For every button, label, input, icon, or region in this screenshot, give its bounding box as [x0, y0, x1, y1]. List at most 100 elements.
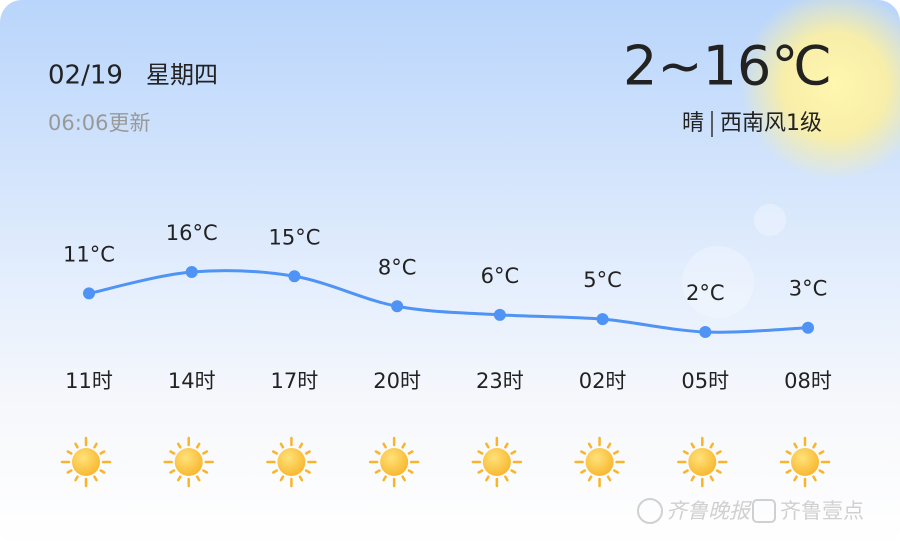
watermark-text: 齐鲁壹点: [780, 499, 864, 523]
temperature-point: [288, 270, 301, 283]
hour-label: 23时: [476, 369, 524, 393]
hour-label: 02时: [579, 369, 627, 393]
sun-core: [277, 448, 306, 476]
temperature-label: 15°C: [268, 225, 320, 249]
sun-icon: [574, 436, 625, 488]
weekday: 星期四: [146, 61, 218, 89]
temperature-point: [83, 287, 95, 300]
sun-ray: [606, 442, 612, 449]
temperature-point: [699, 326, 712, 338]
sun-ray: [66, 469, 73, 474]
lens-flare: [754, 204, 786, 236]
temperature-label: 6°C: [481, 264, 520, 288]
temperature-point: [493, 308, 506, 321]
temperature-line: [88, 269, 809, 334]
sun-ray: [580, 469, 587, 474]
sun-ray: [74, 475, 79, 482]
sun-ray: [374, 450, 381, 455]
sun-ray: [812, 442, 817, 449]
sun-ray: [682, 469, 689, 474]
sun-ray: [690, 442, 696, 449]
watermark: 齐鲁晚报 齐鲁壹点: [637, 498, 864, 524]
sun-ray: [195, 475, 201, 482]
sun-ray: [587, 442, 593, 449]
sun-ray: [793, 475, 798, 482]
sun-icon: [677, 436, 728, 488]
temperature-label: 5°C: [583, 268, 622, 292]
condition: 晴: [682, 111, 704, 136]
hourly-chart: 11°C 11时 16°C 14时 15°C 17时 8°C 20时 6°C 23时 5°C 02时 2…: [60, 221, 832, 488]
sun-core: [380, 448, 409, 476]
sun-ray: [818, 469, 825, 474]
sun-ray: [176, 475, 182, 482]
sun-icon: [163, 436, 214, 488]
sun-ray: [715, 450, 722, 455]
sun-ray: [271, 469, 278, 474]
sun-icon: [60, 436, 112, 488]
sun-core: [585, 448, 614, 476]
sun-icon: [471, 436, 523, 488]
sun-ray: [690, 475, 696, 482]
sun-ray: [99, 450, 106, 455]
temperature-point: [596, 313, 609, 326]
sun-ray: [304, 469, 311, 474]
temperature-label: 8°C: [378, 255, 417, 279]
update-time: 06:06更新: [48, 111, 151, 135]
sun-core: [688, 448, 717, 476]
date: 02/19: [48, 61, 123, 91]
sun-ray: [793, 442, 798, 449]
sun-ray: [93, 475, 98, 482]
lens-flare: [682, 246, 754, 318]
temperature-label: 11°C: [63, 242, 115, 266]
sun-ray: [504, 442, 509, 449]
sun-ray: [169, 469, 176, 474]
sun-ray: [195, 442, 201, 449]
hour-label: 05时: [681, 369, 729, 393]
temperature-label: 2°C: [686, 281, 725, 305]
sun-ray: [401, 442, 406, 449]
sun-ray: [709, 442, 715, 449]
sun-ray: [374, 469, 381, 474]
sun-ray: [382, 475, 387, 482]
sun-glow: [740, 0, 900, 180]
sun-ray: [504, 475, 509, 482]
watermark-text: 齐鲁晚报: [666, 499, 753, 523]
sun-ray: [382, 442, 387, 449]
sun-ray: [587, 475, 593, 482]
sun-ray: [613, 469, 620, 474]
hour-label: 11时: [65, 369, 113, 393]
sun-ray: [298, 475, 304, 482]
watermark-logo: [637, 498, 663, 524]
sun-ray: [304, 450, 311, 455]
sun-ray: [485, 442, 490, 449]
sun-icon: [266, 436, 317, 488]
sun-ray: [477, 469, 484, 474]
sun-ray: [401, 475, 406, 482]
sun-ray: [279, 442, 285, 449]
temperature-range: 2~16℃: [623, 35, 832, 98]
sun-ray: [818, 450, 825, 455]
temperature-point: [185, 266, 198, 278]
sun-ray: [279, 475, 285, 482]
sun-ray: [715, 469, 722, 474]
sun-ray: [169, 450, 176, 455]
sun-ray: [93, 442, 98, 449]
sun-icon: [368, 436, 420, 488]
sun-core: [482, 448, 511, 476]
sun-core: [174, 448, 203, 476]
sun-ray: [99, 469, 106, 474]
sun-ray: [510, 450, 517, 455]
temperature-point: [391, 300, 404, 313]
sun-ray: [202, 450, 209, 455]
sun-ray: [298, 442, 304, 449]
temperature-point: [802, 321, 814, 334]
sun-ray: [74, 442, 79, 449]
sun-ray: [785, 469, 792, 474]
sun-ray: [485, 475, 490, 482]
sun-ray: [510, 469, 517, 474]
temperature-label: 16°C: [166, 221, 218, 245]
temperature-label: 3°C: [789, 277, 828, 301]
watermark-logo: [752, 499, 776, 523]
sun-ray: [812, 475, 817, 482]
